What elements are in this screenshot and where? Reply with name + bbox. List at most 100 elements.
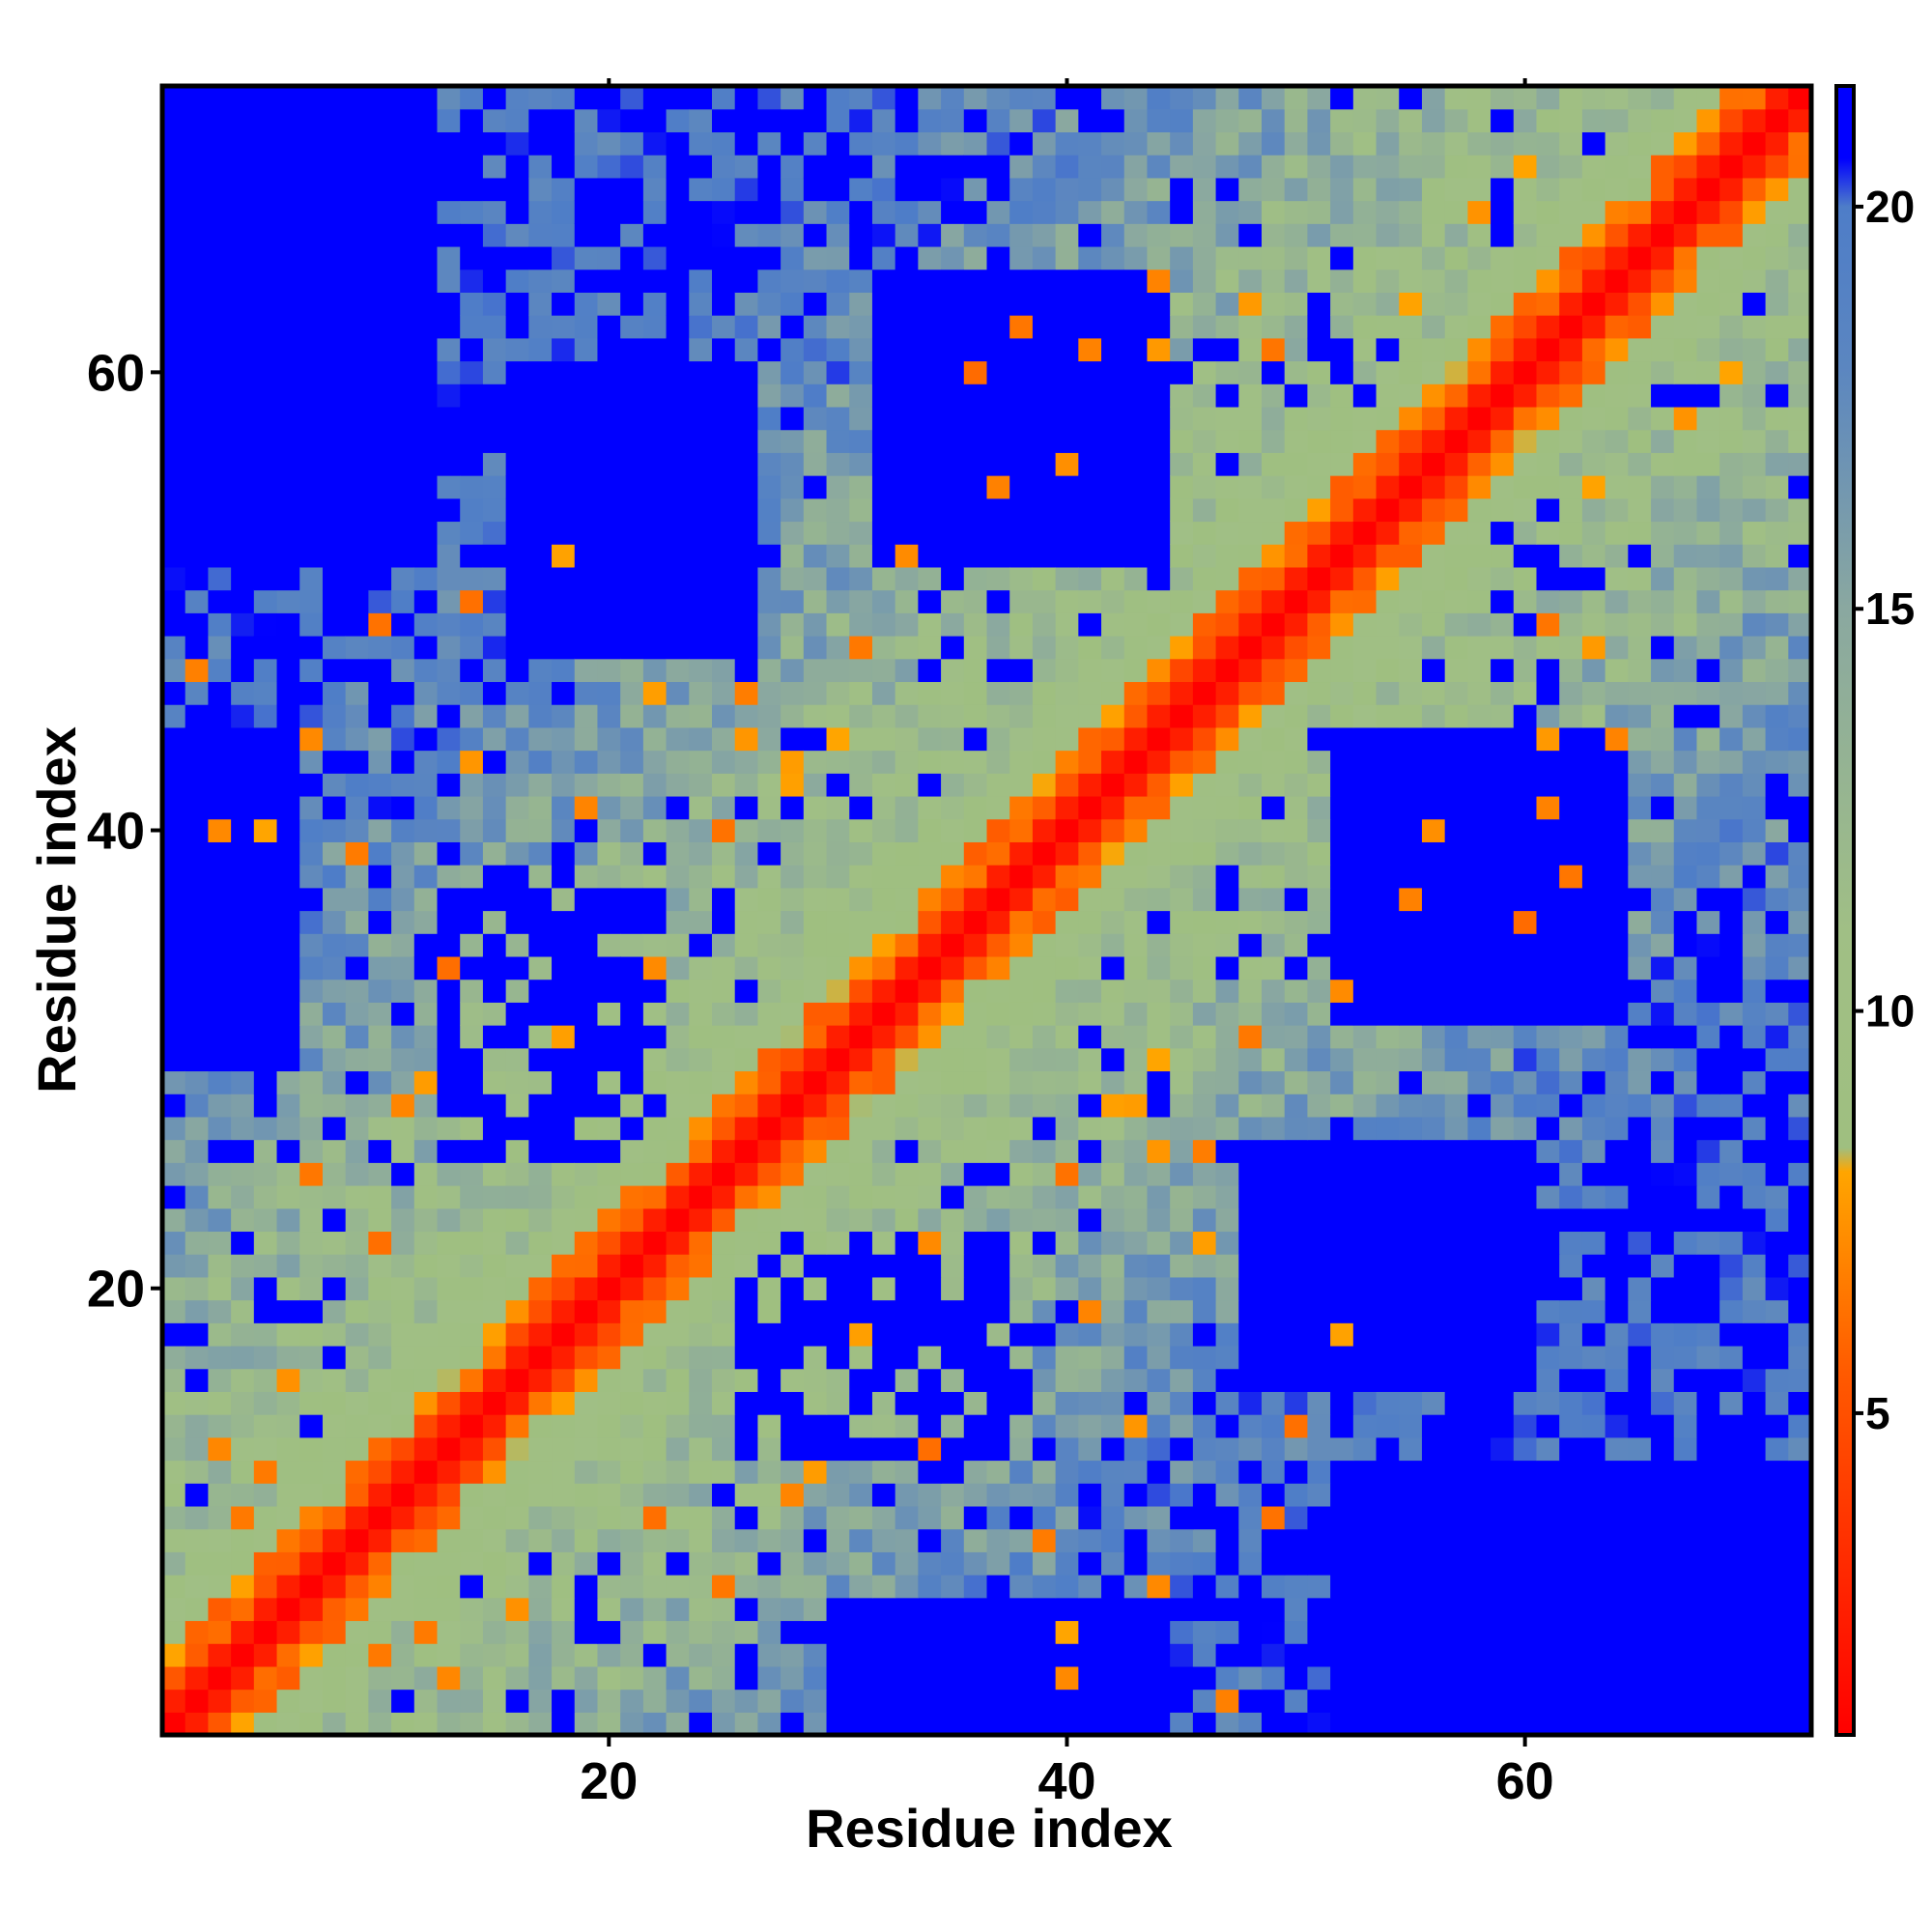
heatmap-cell (963, 1276, 988, 1301)
heatmap-cell (552, 566, 576, 591)
heatmap-cell (1742, 1162, 1767, 1186)
heatmap-cell (1032, 1665, 1057, 1690)
heatmap-cell (1284, 1185, 1309, 1209)
heatmap-cell (413, 1116, 439, 1141)
heatmap-cell (803, 887, 828, 912)
heatmap-cell (642, 1185, 668, 1209)
heatmap-cell (1491, 818, 1515, 842)
heatmap-cell (208, 1047, 232, 1072)
heatmap-cell (803, 223, 828, 247)
heatmap-cell (413, 360, 439, 384)
heatmap-cell (941, 544, 965, 568)
heatmap-cell (1444, 1276, 1468, 1301)
heatmap-cell (368, 1689, 392, 1713)
heatmap-cell (849, 131, 873, 156)
heatmap-cell (620, 86, 644, 110)
heatmap-cell (437, 979, 461, 1003)
heatmap-cell (986, 1665, 1010, 1690)
heatmap-cell (1284, 1575, 1309, 1599)
heatmap-cell (1605, 1414, 1629, 1438)
heatmap-cell (574, 429, 599, 453)
heatmap-cell (963, 1414, 988, 1438)
heatmap-cell (253, 933, 278, 957)
heatmap-cell (642, 155, 668, 179)
heatmap-cell (185, 1276, 210, 1301)
heatmap-cell (1262, 773, 1286, 797)
heatmap-cell (391, 86, 415, 110)
heatmap-cell (368, 269, 392, 293)
heatmap-cell (552, 1689, 576, 1713)
heatmap-cell (1147, 681, 1171, 705)
heatmap-cell (1123, 1345, 1149, 1370)
heatmap-cell (1421, 933, 1446, 957)
heatmap-cell (1765, 589, 1789, 613)
heatmap-cell (1719, 1505, 1744, 1530)
heatmap-cell (1147, 475, 1171, 499)
heatmap-cell (1788, 1460, 1812, 1484)
heatmap-cell (1123, 1483, 1149, 1507)
heatmap-cell (1765, 1345, 1789, 1370)
heatmap-cell (231, 429, 255, 453)
heatmap-cell (1101, 1070, 1125, 1094)
heatmap-cell (1444, 933, 1468, 957)
heatmap-cell (1376, 475, 1400, 499)
heatmap-cell (1352, 1322, 1378, 1347)
heatmap-cell (849, 360, 873, 384)
heatmap-cell (1742, 566, 1767, 591)
heatmap-cell (1055, 979, 1079, 1003)
heatmap-cell (1009, 887, 1034, 912)
heatmap-cell (1123, 108, 1149, 133)
heatmap-cell (963, 818, 988, 842)
heatmap-cell (413, 1665, 439, 1690)
heatmap-cell (1581, 406, 1606, 431)
heatmap-cell (1192, 1505, 1217, 1530)
heatmap-cell (1376, 1139, 1400, 1163)
heatmap-cell (528, 406, 553, 431)
heatmap-cell (781, 315, 805, 339)
heatmap-cell (871, 1208, 896, 1233)
heatmap-cell (276, 1620, 300, 1644)
heatmap-cell (460, 1597, 484, 1622)
heatmap-cell (1307, 1139, 1331, 1163)
heatmap-cell (185, 1460, 210, 1484)
heatmap-cell (1376, 887, 1400, 912)
heatmap-cell (231, 245, 255, 270)
heatmap-cell (1352, 750, 1378, 774)
heatmap-cell (895, 726, 919, 752)
heatmap-cell (597, 1208, 621, 1233)
heatmap-cell (1262, 245, 1286, 270)
heatmap-cell (1055, 795, 1079, 820)
heatmap-cell (185, 384, 210, 408)
heatmap-cell (413, 245, 439, 270)
heatmap-cell (1170, 269, 1194, 293)
heatmap-cell (963, 1575, 988, 1599)
heatmap-cell (505, 177, 529, 202)
heatmap-cell (231, 795, 255, 820)
heatmap-cell (1444, 1299, 1468, 1323)
heatmap-cell (1581, 1551, 1606, 1576)
heatmap-cell (505, 1551, 529, 1576)
heatmap-cell (460, 429, 484, 453)
heatmap-cell (1284, 1208, 1309, 1233)
heatmap-cell (345, 1551, 369, 1576)
heatmap-cell (1192, 1345, 1217, 1370)
heatmap-cell (552, 612, 576, 637)
heatmap-cell (1101, 1025, 1125, 1049)
heatmap-cell (391, 1665, 415, 1690)
heatmap-cell (1284, 521, 1309, 545)
heatmap-cell (368, 497, 392, 523)
heatmap-cell (437, 1689, 461, 1713)
heatmap-cell (1421, 910, 1446, 934)
heatmap-cell (1307, 544, 1331, 568)
heatmap-cell (505, 1391, 529, 1415)
heatmap-cell (803, 955, 828, 980)
heatmap-cell (871, 131, 896, 156)
heatmap-cell (1262, 1299, 1286, 1323)
heatmap-cell (620, 1070, 644, 1094)
heatmap-cell (231, 1208, 255, 1233)
heatmap-cell (986, 612, 1010, 637)
heatmap-cell (1170, 1551, 1194, 1576)
heatmap-cell (368, 245, 392, 270)
heatmap-cell (1055, 910, 1079, 934)
heatmap-cell (1513, 429, 1538, 453)
